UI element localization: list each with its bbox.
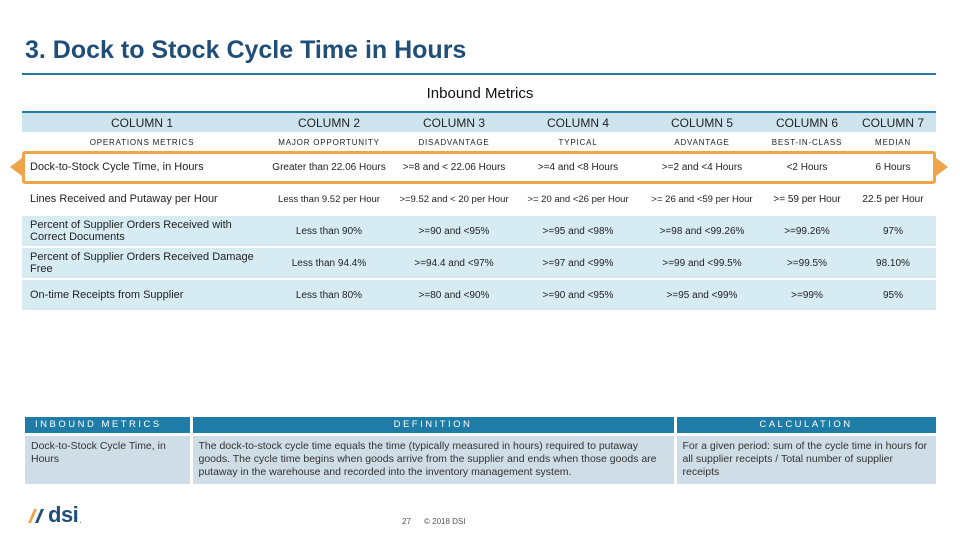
table-subtitle: Inbound Metrics (426, 85, 534, 102)
metric-name: Lines Received and Putaway per Hour (22, 183, 266, 216)
table-row-highlighted: Dock-to-Stock Cycle Time, in Hours Great… (22, 151, 936, 184)
definition-header: DEFINITION (191, 417, 677, 434)
table-cell: 95% (850, 279, 936, 312)
column-header: COLUMN 6 (764, 111, 850, 134)
table-cell: >=95 and <99% (640, 279, 764, 312)
category-label: MAJOR OPPORTUNITY (266, 133, 392, 152)
category-label: OPERATIONS METRICS (22, 133, 266, 152)
dsi-logo-mark-icon (28, 509, 44, 523)
dsi-logo-text: dsi (48, 502, 79, 527)
page-title: 3. Dock to Stock Cycle Time in Hours (25, 36, 467, 64)
category-label: DISADVANTAGE (392, 133, 516, 152)
column-header: COLUMN 1 (22, 111, 266, 134)
category-label: MEDIAN (850, 133, 936, 152)
highlight-arrow-left-icon (10, 158, 22, 176)
category-label: ADVANTAGE (640, 133, 764, 152)
page-number: 27 (402, 517, 411, 526)
inbound-metrics-table: COLUMN 1 COLUMN 2 COLUMN 3 COLUMN 4 COLU… (22, 111, 936, 312)
table-cell: >=8 and < 22.06 Hours (392, 151, 516, 184)
metric-name: Dock-to-Stock Cycle Time, in Hours (22, 151, 266, 184)
table-cell: >=4 and <8 Hours (516, 151, 640, 184)
table-cell: >=9.52 and < 20 per Hour (392, 183, 516, 216)
table-cell: >=98 and <99.26% (640, 215, 764, 248)
highlight-arrow-right-icon (936, 158, 948, 176)
category-label: TYPICAL (516, 133, 640, 152)
definition-header: CALCULATION (675, 417, 939, 434)
table-cell: >=99 and <99.5% (640, 247, 764, 280)
table-cell: 6 Hours (850, 151, 936, 184)
table-cell: >=94.4 and <97% (392, 247, 516, 280)
table-cell: >=95 and <98% (516, 215, 640, 248)
table-cell: >=90 and <95% (516, 279, 640, 312)
table-cell: >=97 and <99% (516, 247, 640, 280)
calculation-text: For a given period: sum of the cycle tim… (675, 432, 939, 484)
table-row: Lines Received and Putaway per Hour Less… (22, 183, 936, 216)
dsi-logo: dsi . (26, 502, 82, 528)
table-cell: Greater than 22.06 Hours (266, 151, 392, 184)
table-cell: >= 26 and <59 per Hour (640, 183, 764, 216)
table-cell: >= 20 and <26 per Hour (516, 183, 640, 216)
table-cell: >=99% (764, 279, 850, 312)
table-cell: 98.10% (850, 247, 936, 280)
category-label: BEST-IN-CLASS (764, 133, 850, 152)
table-row: Percent of Supplier Orders Received with… (22, 215, 936, 248)
definition-table: INBOUND METRICS DEFINITION CALCULATION D… (25, 417, 939, 484)
table-cell: 97% (850, 215, 936, 248)
table-cell: >=80 and <90% (392, 279, 516, 312)
definition-text: The dock-to-stock cycle time equals the … (191, 432, 677, 484)
metric-name: Percent of Supplier Orders Received Dama… (22, 247, 266, 280)
column-header: COLUMN 2 (266, 111, 392, 134)
title-divider (22, 73, 936, 75)
table-row: On-time Receipts from Supplier Less than… (22, 279, 936, 312)
table-cell: Less than 90% (266, 215, 392, 248)
definition-header-row: INBOUND METRICS DEFINITION CALCULATION (25, 417, 939, 434)
table-cell: >=90 and <95% (392, 215, 516, 248)
table-row: Percent of Supplier Orders Received Dama… (22, 247, 936, 280)
column-header: COLUMN 7 (850, 111, 936, 134)
category-row: OPERATIONS METRICS MAJOR OPPORTUNITY DIS… (22, 133, 936, 152)
definition-metric: Dock-to-Stock Cycle Time, in Hours (25, 432, 193, 484)
table-cell: >=2 and <4 Hours (640, 151, 764, 184)
column-header: COLUMN 5 (640, 111, 764, 134)
table-cell: >=99.26% (764, 215, 850, 248)
column-header-row: COLUMN 1 COLUMN 2 COLUMN 3 COLUMN 4 COLU… (22, 111, 936, 134)
definition-header: INBOUND METRICS (25, 417, 193, 434)
table-cell: Less than 94.4% (266, 247, 392, 280)
metric-name: Percent of Supplier Orders Received with… (22, 215, 266, 248)
table-cell: 22.5 per Hour (850, 183, 936, 216)
metric-name: On-time Receipts from Supplier (22, 279, 266, 312)
table-cell: >=99.5% (764, 247, 850, 280)
copyright: © 2018 DSI (424, 517, 466, 526)
table-cell: Less than 9.52 per Hour (266, 183, 392, 216)
column-header: COLUMN 4 (516, 111, 640, 134)
dsi-logo-suffix: . (79, 515, 82, 525)
column-header: COLUMN 3 (392, 111, 516, 134)
table-cell: <2 Hours (764, 151, 850, 184)
table-cell: >= 59 per Hour (764, 183, 850, 216)
definition-row: Dock-to-Stock Cycle Time, in Hours The d… (25, 432, 939, 484)
table-cell: Less than 80% (266, 279, 392, 312)
